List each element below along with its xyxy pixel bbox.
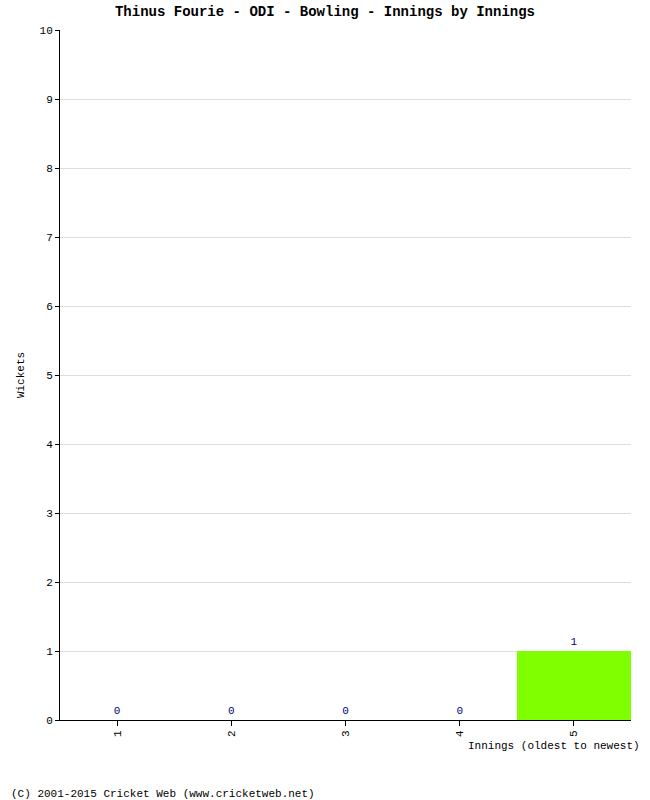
svg-text:5: 5 [46,370,53,382]
svg-text:1: 1 [570,636,577,648]
svg-text:7: 7 [46,232,53,244]
svg-text:4: 4 [454,730,466,737]
svg-text:5: 5 [568,730,580,737]
svg-text:0: 0 [46,715,53,727]
svg-text:8: 8 [46,163,53,175]
svg-text:0: 0 [114,705,121,717]
svg-text:1: 1 [112,730,124,737]
svg-text:9: 9 [46,94,53,106]
svg-text:2: 2 [226,730,238,737]
svg-text:(C) 2001-2015 Cricket Web (www: (C) 2001-2015 Cricket Web (www.cricketwe… [11,788,315,800]
svg-text:1: 1 [46,646,53,658]
svg-text:0: 0 [228,705,235,717]
svg-text:Innings (oldest to newest): Innings (oldest to newest) [468,740,640,752]
svg-text:3: 3 [46,508,53,520]
svg-text:Wickets: Wickets [15,352,27,398]
svg-text:3: 3 [340,730,352,737]
svg-text:4: 4 [46,439,53,451]
svg-text:10: 10 [40,25,53,37]
svg-text:Thinus Fourie - ODI - Bowling: Thinus Fourie - ODI - Bowling - Innings … [115,4,535,20]
svg-text:2: 2 [46,577,53,589]
svg-text:0: 0 [342,705,349,717]
svg-text:6: 6 [46,301,53,313]
svg-text:0: 0 [456,705,463,717]
